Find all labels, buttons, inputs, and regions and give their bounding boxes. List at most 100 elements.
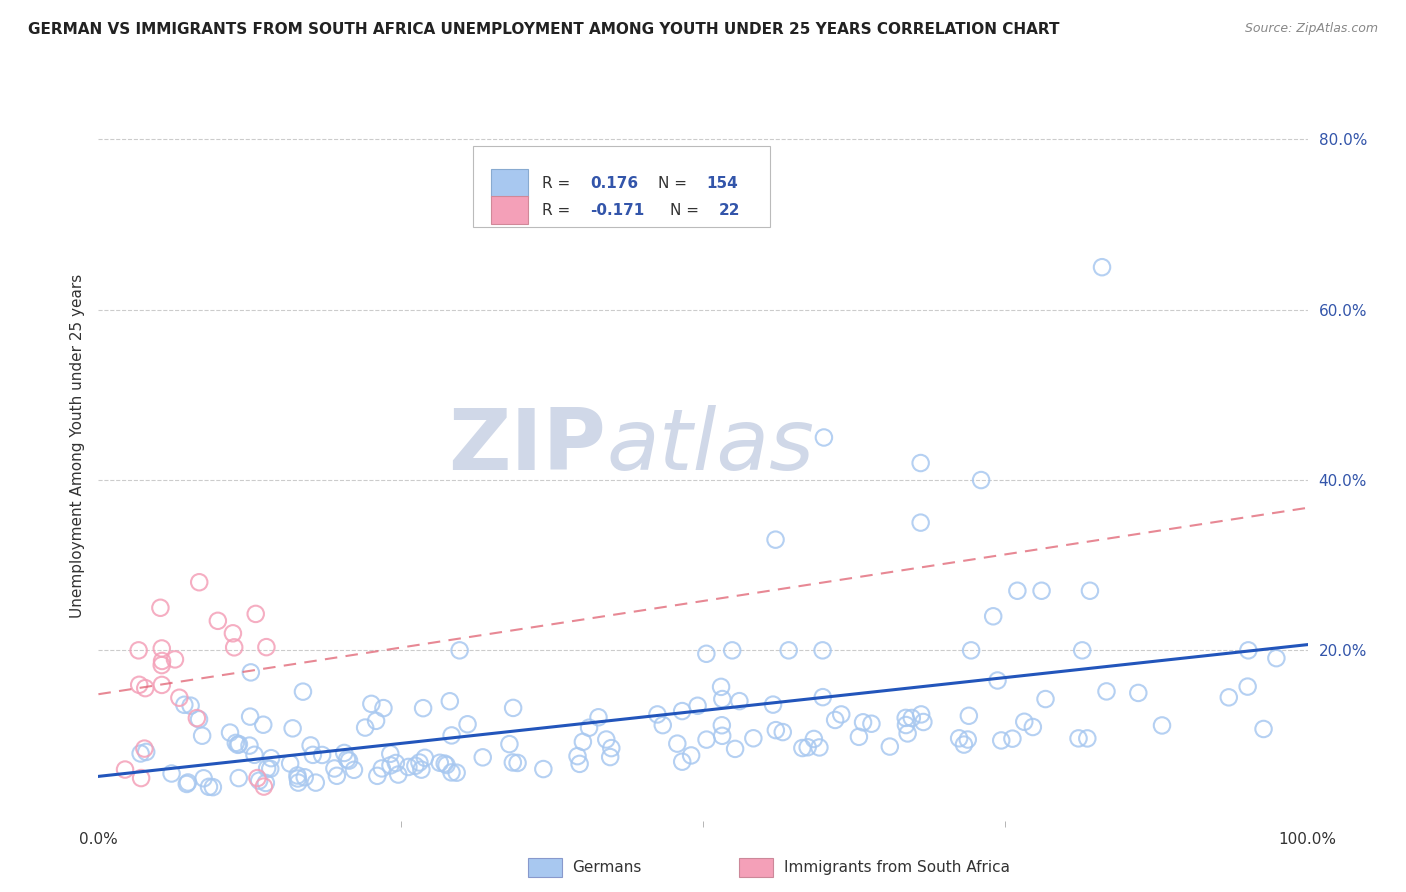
- Point: [413, 751, 436, 765]
- Point: [128, 643, 150, 657]
- Point: [412, 701, 434, 715]
- Point: [114, 763, 136, 777]
- Point: [506, 756, 529, 770]
- Point: [135, 745, 157, 759]
- Point: [912, 714, 935, 729]
- Point: [765, 723, 787, 738]
- Text: 154: 154: [707, 176, 738, 191]
- Point: [299, 739, 322, 753]
- Point: [1095, 684, 1118, 698]
- Point: [260, 751, 283, 765]
- Point: [333, 746, 356, 760]
- Point: [433, 756, 456, 771]
- Text: 0.176: 0.176: [591, 176, 638, 191]
- Text: -0.171: -0.171: [591, 202, 645, 218]
- Point: [188, 575, 211, 590]
- Point: [910, 707, 932, 722]
- Text: N =: N =: [671, 202, 704, 218]
- Point: [578, 721, 600, 735]
- Point: [176, 777, 198, 791]
- Point: [408, 756, 430, 770]
- Point: [960, 643, 983, 657]
- Point: [326, 769, 349, 783]
- Point: [860, 716, 883, 731]
- Point: [278, 756, 301, 771]
- Point: [803, 731, 825, 746]
- Point: [1091, 260, 1114, 275]
- Point: [1012, 714, 1035, 729]
- Point: [681, 748, 703, 763]
- Point: [436, 758, 458, 772]
- Point: [696, 732, 718, 747]
- Point: [1265, 651, 1288, 665]
- Point: [404, 759, 426, 773]
- Point: [226, 738, 249, 752]
- Point: [169, 690, 191, 705]
- Point: [207, 614, 229, 628]
- Point: [852, 715, 875, 730]
- Point: [243, 747, 266, 762]
- Point: [149, 600, 172, 615]
- Point: [457, 717, 479, 731]
- Point: [287, 772, 309, 786]
- Point: [343, 763, 366, 777]
- Text: Germans: Germans: [572, 861, 641, 875]
- Text: Immigrants from South Africa: Immigrants from South Africa: [785, 861, 1010, 875]
- Point: [762, 698, 785, 712]
- Point: [671, 755, 693, 769]
- Point: [811, 690, 834, 705]
- Point: [765, 533, 787, 547]
- Point: [471, 750, 494, 764]
- Point: [897, 726, 920, 740]
- Point: [1150, 718, 1173, 732]
- Point: [588, 710, 610, 724]
- Point: [1001, 731, 1024, 746]
- Point: [163, 652, 186, 666]
- Point: [150, 658, 173, 673]
- Point: [173, 698, 195, 712]
- Point: [188, 712, 211, 726]
- Point: [311, 747, 333, 762]
- Point: [239, 665, 262, 680]
- Point: [792, 741, 814, 756]
- Point: [970, 473, 993, 487]
- Point: [128, 678, 150, 692]
- Point: [371, 761, 394, 775]
- Point: [129, 771, 152, 785]
- Point: [531, 762, 554, 776]
- Point: [380, 758, 402, 772]
- Point: [502, 701, 524, 715]
- Point: [228, 771, 250, 785]
- Point: [440, 728, 463, 742]
- Point: [129, 747, 152, 761]
- Point: [894, 711, 917, 725]
- Point: [294, 770, 316, 784]
- Point: [1035, 692, 1057, 706]
- Text: Source: ZipAtlas.com: Source: ZipAtlas.com: [1244, 22, 1378, 36]
- Point: [1031, 583, 1053, 598]
- Point: [1067, 731, 1090, 746]
- Point: [373, 701, 395, 715]
- Point: [671, 704, 693, 718]
- Point: [813, 430, 835, 444]
- Point: [254, 776, 277, 790]
- Point: [724, 742, 747, 756]
- Point: [238, 739, 260, 753]
- Point: [134, 681, 156, 695]
- Point: [953, 738, 976, 752]
- FancyBboxPatch shape: [474, 146, 769, 227]
- Point: [728, 694, 751, 708]
- Point: [1078, 583, 1101, 598]
- Point: [291, 684, 314, 698]
- Point: [429, 756, 451, 770]
- Point: [134, 741, 156, 756]
- Point: [711, 729, 734, 743]
- Point: [710, 680, 733, 694]
- Point: [990, 733, 1012, 747]
- Point: [710, 718, 733, 732]
- Point: [440, 765, 463, 780]
- Text: GERMAN VS IMMIGRANTS FROM SOUTH AFRICA UNEMPLOYMENT AMONG YOUTH UNDER 25 YEARS C: GERMAN VS IMMIGRANTS FROM SOUTH AFRICA U…: [28, 22, 1060, 37]
- Point: [253, 780, 276, 794]
- Point: [957, 708, 980, 723]
- Point: [439, 694, 461, 708]
